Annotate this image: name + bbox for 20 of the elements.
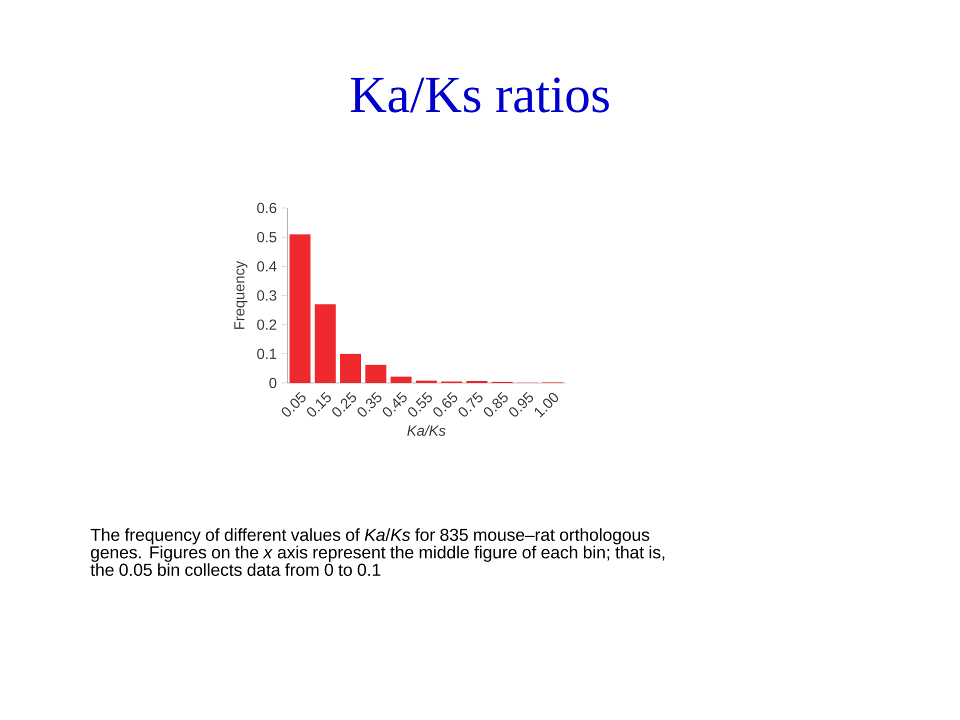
x-tick-label: 0.45 xyxy=(382,392,407,417)
y-tick-label: 0.1 xyxy=(257,348,276,360)
bar xyxy=(290,234,311,383)
y-tick-label: 0 xyxy=(269,378,276,388)
bar xyxy=(340,354,362,383)
x-tick-label: 0.25 xyxy=(332,392,356,417)
y-tick-label: 0.2 xyxy=(257,319,276,330)
y-tick-label: 0.6 xyxy=(257,202,276,214)
y-tick-label: 0.3 xyxy=(257,290,276,301)
text: The frequency of different values of Ka/Ks for 835 mouse–rat orthologous genes. Figures on the x axis represent the middle figure of each bin; that is, the 0.05 bin collects data from 0 to 0.1 xyxy=(90,528,664,576)
y-tick-label: 0.5 xyxy=(257,232,276,242)
y-axis-title: Frequency xyxy=(234,260,248,329)
bar xyxy=(314,304,336,383)
bar xyxy=(390,376,412,383)
x-axis-title: Ka/Ks xyxy=(407,425,446,436)
chart-title: Ka/Ks ratios xyxy=(350,78,609,112)
x-tick-label: 0.65 xyxy=(433,392,458,417)
y-tick-label: 0.4 xyxy=(257,261,277,272)
bar xyxy=(365,364,386,383)
x-tick-label: 0.05 xyxy=(282,392,306,417)
